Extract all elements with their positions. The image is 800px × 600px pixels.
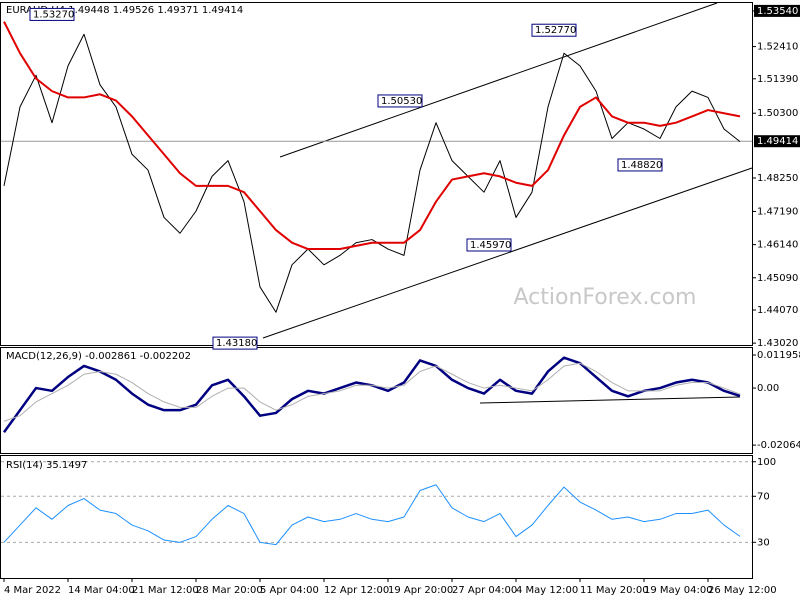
watermark: ActionForex.com [514,285,697,310]
series-line [3,33,741,313]
x-tick-label: 14 Mar 04:00 [68,585,135,596]
annotation-box [531,23,577,37]
macd-pane [0,347,753,454]
x-tick-label: 5 Apr 04:00 [260,585,319,596]
y-tick-label: 1.48250 [757,173,798,184]
x-tick-label: 11 May 20:00 [580,585,649,596]
y-tick-label: 30 [757,537,770,548]
tick-highlight [754,4,800,17]
annotation: 1.52770 [535,25,576,36]
y-tick-label: 1.45090 [757,273,798,284]
x-tick-label: 21 Mar 12:00 [132,585,199,596]
y-tick-label: 1.53540 [757,6,798,17]
series-line [3,484,741,546]
rsi-pane [0,455,753,579]
rsi-title: RSI(14) 35.1497 [6,460,87,471]
y-tick-label: 1.43020 [757,338,798,349]
annotation: 1.43180 [216,338,257,349]
main-pane [0,2,753,346]
y-tick-label: 1.47190 [757,206,798,217]
y-tick-label: 1.44070 [757,305,798,316]
channel-lower [262,167,753,339]
annotation-box [377,94,423,108]
annotation: 1.53270 [33,9,74,20]
y-tick-label: 1.46140 [757,240,798,251]
x-tick-label: 4 May 12:00 [516,585,578,596]
annotation-box [29,7,75,21]
annotation-box [212,336,258,350]
y-tick-label: 70 [757,491,770,502]
y-tick-label: 1.52410 [757,42,798,53]
x-tick-label: 19 Apr 20:00 [388,585,453,596]
x-tick-label: 27 Apr 04:00 [452,585,517,596]
chart-title: EURAUD,H4 1.49448 1.49526 1.49371 1.4941… [6,5,243,16]
series-line [3,21,741,251]
y-tick-label: 0.011958 [757,350,800,361]
macd-trendline [479,396,741,404]
x-tick-label: 26 May 12:00 [708,585,777,596]
x-tick-label: 4 Mar 2022 [4,585,61,596]
annotation: 1.50530 [381,96,422,107]
annotation: 1.45970 [470,240,511,251]
y-tick-label: 1.50300 [757,108,798,119]
last-price-box [754,135,800,148]
x-tick-label: 12 Apr 12:00 [324,585,389,596]
annotation-box [617,158,663,172]
y-tick-label: -0.020649 [757,440,800,451]
x-tick-label: 19 May 04:00 [644,585,713,596]
channel-upper [279,2,718,158]
x-tick-label: 28 Mar 20:00 [196,585,263,596]
series-line [3,362,741,422]
last-price-label: 1.49414 [757,136,798,147]
y-tick-label: 0.00 [757,383,779,394]
annotation: 1.48820 [621,160,662,171]
y-tick-label: 100 [757,457,776,468]
annotation-box [466,238,512,252]
y-tick-label: 1.51390 [757,74,798,85]
macd-title: MACD(12,26,9) -0.002861 -0.002202 [6,351,191,362]
